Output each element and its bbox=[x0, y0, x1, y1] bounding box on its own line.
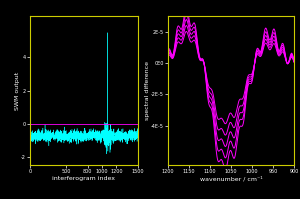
X-axis label: wavenumber / cm⁻¹: wavenumber / cm⁻¹ bbox=[200, 176, 262, 181]
X-axis label: interferogram index: interferogram index bbox=[52, 176, 116, 181]
Y-axis label: spectral difference: spectral difference bbox=[145, 61, 150, 120]
Y-axis label: SWM output: SWM output bbox=[15, 71, 20, 110]
